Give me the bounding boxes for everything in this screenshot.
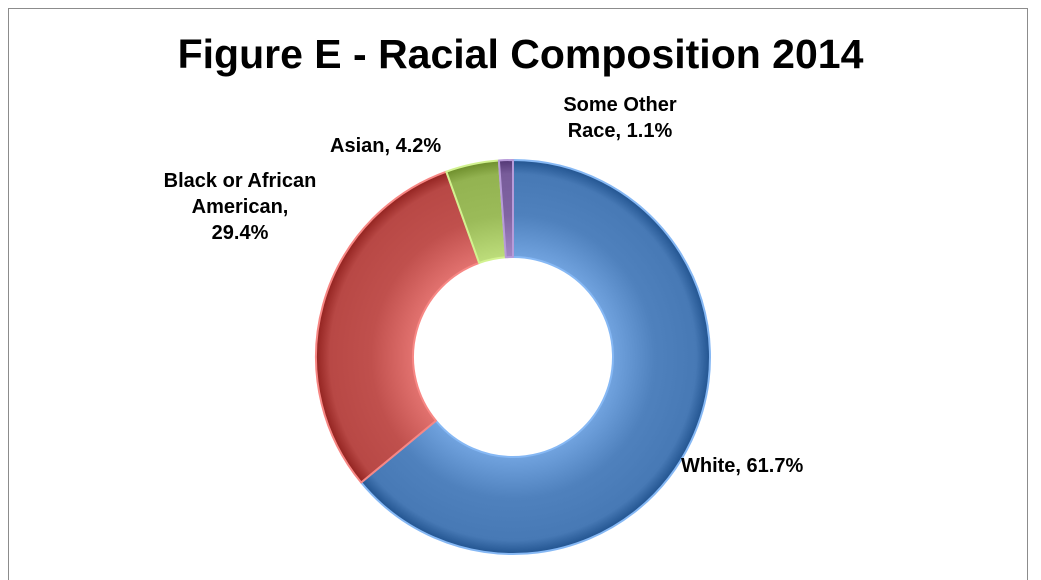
slice-label-asian: Asian, 4.2%	[330, 135, 442, 157]
donut-slice-white	[360, 159, 711, 555]
donut-slice-black-or-african-american	[315, 170, 481, 484]
slice-label-white: White, 61.7%	[681, 455, 804, 477]
slice-label-black-or-african-american: Black or African American, 29.4%	[163, 170, 317, 244]
chart-title: Figure E - Racial Composition 2014	[177, 31, 864, 77]
donut-slice-some-other-race	[497, 159, 514, 259]
slice-label-some-other-race: Some Other Race, 1.1%	[563, 94, 677, 142]
